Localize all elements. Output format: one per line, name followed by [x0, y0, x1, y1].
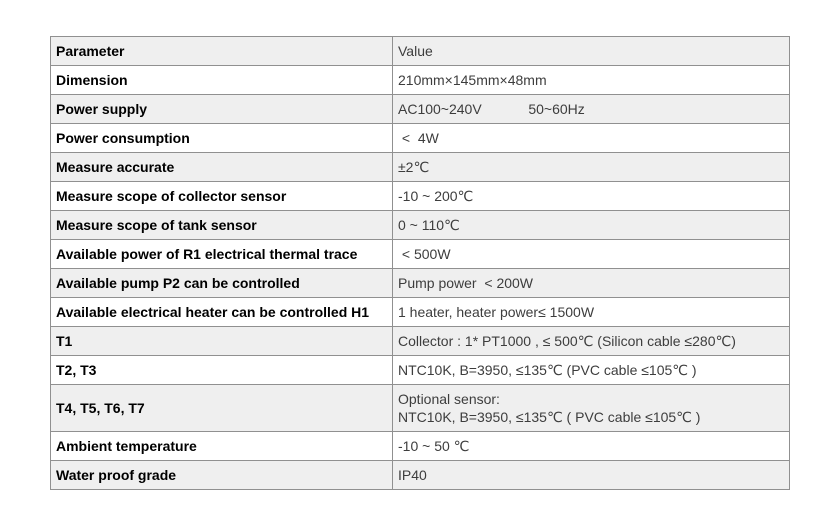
spec-table: Parameter Value Dimension 210mm×145mm×48…: [50, 36, 790, 490]
table-row-pump-p2: Available pump P2 can be controlled Pump…: [50, 268, 790, 298]
param-cell: Ambient temperature: [50, 431, 393, 461]
param-cell: Water proof grade: [50, 460, 393, 490]
value-cell: AC100~240V 50~60Hz: [392, 94, 790, 124]
value-cell: 210mm×145mm×48mm: [392, 65, 790, 95]
param-cell: T2, T3: [50, 355, 393, 385]
table-row-t4-t7: T4, T5, T6, T7 Optional sensor: NTC10K, …: [50, 384, 790, 432]
value-cell: Pump power < 200W: [392, 268, 790, 298]
table-row-r1-thermal-trace: Available power of R1 electrical thermal…: [50, 239, 790, 269]
param-cell: Available electrical heater can be contr…: [50, 297, 393, 327]
table-row-ambient-temperature: Ambient temperature -10 ~ 50 ℃: [50, 431, 790, 461]
table-row-power-supply: Power supply AC100~240V 50~60Hz: [50, 94, 790, 124]
value-cell: IP40: [392, 460, 790, 490]
param-cell: Measure scope of tank sensor: [50, 210, 393, 240]
value-cell: < 500W: [392, 239, 790, 269]
table-row-t1: T1 Collector : 1* PT1000 , ≤ 500℃ (Silic…: [50, 326, 790, 356]
header-parameter: Parameter: [50, 36, 393, 66]
value-cell: -10 ~ 50 ℃: [392, 431, 790, 461]
param-cell: Measure scope of collector sensor: [50, 181, 393, 211]
value-cell: -10 ~ 200℃: [392, 181, 790, 211]
param-cell: T4, T5, T6, T7: [50, 384, 393, 432]
table-row-measure-accurate: Measure accurate ±2℃: [50, 152, 790, 182]
value-cell: 0 ~ 110℃: [392, 210, 790, 240]
param-cell: T1: [50, 326, 393, 356]
table-row-waterproof-grade: Water proof grade IP40: [50, 460, 790, 490]
value-cell: Collector : 1* PT1000 , ≤ 500℃ (Silicon …: [392, 326, 790, 356]
value-cell: NTC10K, B=3950, ≤135℃ (PVC cable ≤105℃ ): [392, 355, 790, 385]
value-cell: < 4W: [392, 123, 790, 153]
value-cell: Optional sensor: NTC10K, B=3950, ≤135℃ (…: [392, 384, 790, 432]
header-value: Value: [392, 36, 790, 66]
value-cell: 1 heater, heater power≤ 1500W: [392, 297, 790, 327]
param-cell: Power supply: [50, 94, 393, 124]
table-row-tank-sensor-scope: Measure scope of tank sensor 0 ~ 110℃: [50, 210, 790, 240]
param-cell: Measure accurate: [50, 152, 393, 182]
table-row-power-consumption: Power consumption < 4W: [50, 123, 790, 153]
param-cell: Power consumption: [50, 123, 393, 153]
param-cell: Available pump P2 can be controlled: [50, 268, 393, 298]
param-cell: Dimension: [50, 65, 393, 95]
param-cell: Available power of R1 electrical thermal…: [50, 239, 393, 269]
table-row-heater-h1: Available electrical heater can be contr…: [50, 297, 790, 327]
table-header-row: Parameter Value: [50, 36, 790, 66]
table-row-dimension: Dimension 210mm×145mm×48mm: [50, 65, 790, 95]
table-row-collector-sensor-scope: Measure scope of collector sensor -10 ~ …: [50, 181, 790, 211]
table-row-t2-t3: T2, T3 NTC10K, B=3950, ≤135℃ (PVC cable …: [50, 355, 790, 385]
value-cell: ±2℃: [392, 152, 790, 182]
